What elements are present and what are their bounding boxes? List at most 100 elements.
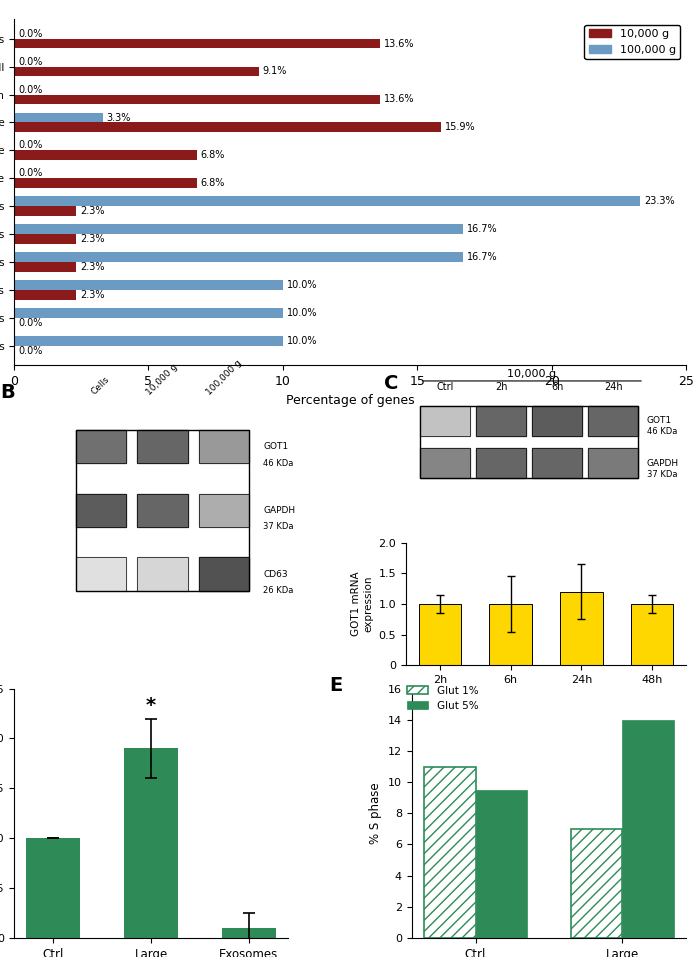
Bar (76, 557, 126, 590)
Text: Cells: Cells (90, 375, 112, 397)
X-axis label: Percentage of genes: Percentage of genes (286, 393, 414, 407)
Bar (588, 448, 638, 478)
Bar (588, 406, 638, 435)
Text: 24h: 24h (604, 382, 622, 392)
Bar (622, 720, 673, 938)
Bar (14, 113, 103, 122)
Bar (76, 557, 126, 590)
Text: 0.0%: 0.0% (18, 29, 43, 39)
Bar (199, 430, 249, 463)
Bar (14, 122, 442, 132)
Bar (76, 430, 126, 463)
Bar (14, 280, 283, 290)
Bar (14, 95, 379, 104)
Text: 10,000 g: 10,000 g (508, 369, 556, 379)
Text: 100,000 g: 100,000 g (204, 358, 244, 397)
Text: 0.0%: 0.0% (18, 168, 43, 178)
Bar (199, 557, 249, 590)
Bar (137, 430, 188, 463)
Text: 10.0%: 10.0% (287, 280, 317, 290)
Text: E: E (330, 677, 343, 695)
Text: 6h: 6h (551, 382, 564, 392)
Bar (76, 430, 249, 590)
Text: 2.3%: 2.3% (80, 234, 104, 244)
Text: 0.0%: 0.0% (18, 318, 43, 327)
Bar (76, 494, 126, 527)
Bar (476, 406, 526, 435)
Text: 16.7%: 16.7% (467, 224, 498, 234)
Bar (532, 406, 582, 435)
Bar (14, 336, 283, 345)
Bar (14, 234, 76, 244)
Text: 0.0%: 0.0% (18, 141, 43, 150)
Text: 37 KDa: 37 KDa (647, 470, 678, 478)
Y-axis label: % S phase: % S phase (370, 783, 382, 844)
Bar (14, 67, 258, 77)
Bar (14, 178, 197, 188)
X-axis label: 10,000 g: 10,000 g (522, 691, 570, 701)
Bar (420, 448, 470, 478)
Bar (532, 448, 582, 478)
Bar (476, 448, 526, 478)
Text: 15.9%: 15.9% (445, 122, 476, 132)
Text: GOT1: GOT1 (647, 416, 672, 425)
Bar (560, 591, 603, 665)
Text: GAPDH: GAPDH (647, 458, 679, 468)
Bar (588, 406, 638, 435)
Bar (137, 494, 188, 527)
Text: 2.3%: 2.3% (80, 206, 104, 216)
Bar (14, 262, 76, 272)
Bar (476, 448, 526, 478)
Bar (14, 196, 640, 206)
Text: GOT1: GOT1 (263, 442, 288, 451)
Bar (14, 290, 76, 300)
Bar (199, 557, 249, 590)
Bar (14, 206, 76, 216)
Text: C: C (384, 374, 398, 393)
Bar (475, 790, 527, 938)
Bar (631, 604, 673, 665)
Text: 46 KDa: 46 KDa (647, 428, 677, 436)
Text: 37 KDa: 37 KDa (263, 523, 294, 531)
Bar (76, 430, 126, 463)
Text: 13.6%: 13.6% (384, 95, 414, 104)
Legend: Glut 1%, Glut 5%: Glut 1%, Glut 5% (403, 681, 482, 715)
Bar (199, 430, 249, 463)
Text: 13.6%: 13.6% (384, 38, 414, 49)
Bar (571, 829, 622, 938)
Bar (14, 224, 463, 234)
Legend: 10,000 g, 100,000 g: 10,000 g, 100,000 g (584, 25, 680, 59)
Bar (14, 150, 197, 160)
Text: 6.8%: 6.8% (201, 178, 225, 189)
Bar (137, 557, 188, 590)
Bar (14, 38, 379, 49)
Text: 26 KDa: 26 KDa (263, 586, 293, 595)
Text: 16.7%: 16.7% (467, 252, 498, 262)
Bar (420, 406, 470, 435)
Text: 0.0%: 0.0% (18, 345, 43, 356)
Text: 2.3%: 2.3% (80, 262, 104, 272)
Text: 3.3%: 3.3% (106, 113, 131, 122)
Bar (14, 308, 283, 318)
Text: 10.0%: 10.0% (287, 308, 317, 318)
Bar (419, 604, 461, 665)
Text: 46 KDa: 46 KDa (263, 458, 293, 468)
Bar (27, 838, 80, 938)
Text: 6.8%: 6.8% (201, 150, 225, 160)
Text: *: * (146, 696, 156, 715)
Bar (420, 406, 638, 478)
Text: 0.0%: 0.0% (18, 84, 43, 95)
Text: 10,000 g: 10,000 g (145, 362, 180, 397)
Text: 2h: 2h (495, 382, 508, 392)
Bar (476, 406, 526, 435)
Text: GAPDH: GAPDH (263, 506, 295, 515)
Text: 0.0%: 0.0% (18, 56, 43, 67)
Bar (14, 253, 463, 262)
Bar (125, 748, 178, 938)
Bar (222, 928, 276, 938)
Text: 2.3%: 2.3% (80, 290, 104, 300)
Text: 10.0%: 10.0% (287, 336, 317, 345)
Bar (137, 494, 188, 527)
Bar (532, 448, 582, 478)
Bar (420, 406, 470, 435)
